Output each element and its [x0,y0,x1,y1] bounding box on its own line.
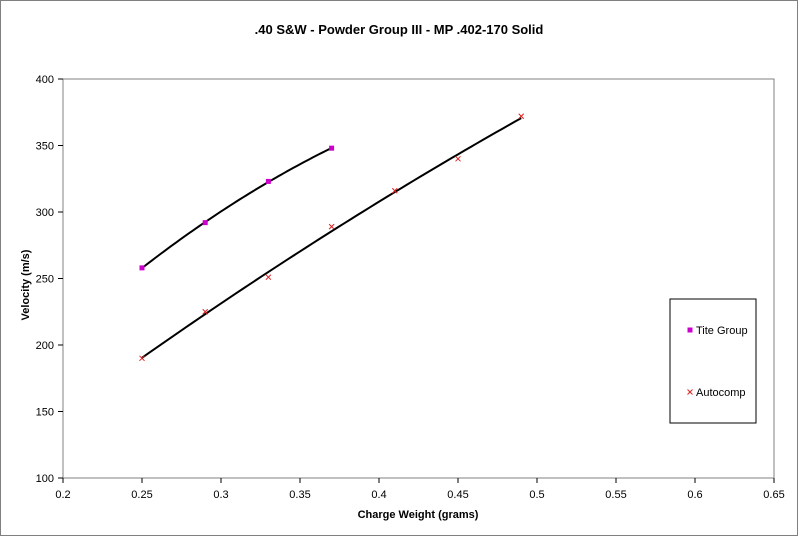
legend: Tite Group Autocomp [669,298,757,424]
legend-box [669,298,757,424]
data-point [202,308,209,315]
plot-area [62,78,775,479]
axes-layer: 0.2 0.25 0.3 0.35 0.4 0.45 0.5 0.55 0.6 0.65 100 15… [36,74,785,501]
data-point [265,274,272,281]
y-tick-label: 150 [36,407,54,419]
x-marker-stroke [265,274,272,281]
data-point [139,355,145,362]
y-tick-label: 300 [36,207,54,219]
x-tick-label: 0.6 [687,489,702,501]
x-tick-label: 0.5 [529,489,544,501]
trendlines-layer [141,117,522,359]
data-points-layer [139,113,525,362]
trendline-0 [141,147,333,269]
x-tick-label: 0.35 [289,489,310,501]
x-axis-label: Charge Weight (grams) [358,509,479,521]
x-tick-label: 0.2 [55,489,70,501]
legend-label: Autocomp [696,387,746,399]
y-tick-label: 100 [36,473,54,485]
x-tick-label: 0.25 [131,489,152,501]
data-point [518,113,525,120]
x-marker-stroke [391,187,398,194]
x-marker-stroke [139,355,145,362]
y-axis-label: Velocity (m/s) [20,249,32,320]
x-tick-label: 0.55 [605,489,626,501]
legend-marker-x [687,389,693,395]
data-point [202,220,208,226]
data-point [265,178,271,184]
x-tick-label: 0.65 [763,489,784,501]
y-tick-label: 350 [36,141,54,153]
chart-title: .40 S&W - Powder Group III - MP .402-170… [255,22,544,37]
x-tick-label: 0.4 [371,489,386,501]
legend-marker-square [687,327,693,333]
x-marker-stroke [202,308,209,315]
x-marker-stroke [518,113,525,120]
y-tick-label: 200 [36,340,54,352]
x-marker-stroke [455,155,461,162]
legend-label: Tite Group [696,325,748,337]
trendline-1 [141,117,522,359]
x-tick-label: 0.45 [447,489,468,501]
legend-items: Tite Group Autocomp [687,325,748,399]
data-point [139,265,145,271]
data-point [391,187,398,194]
data-point [329,145,335,151]
data-point [455,155,461,162]
y-tick-label: 250 [36,274,54,286]
data-point [328,223,335,230]
y-tick-label: 400 [36,74,54,86]
x-tick-label: 0.3 [213,489,228,501]
x-marker-stroke [328,223,335,230]
